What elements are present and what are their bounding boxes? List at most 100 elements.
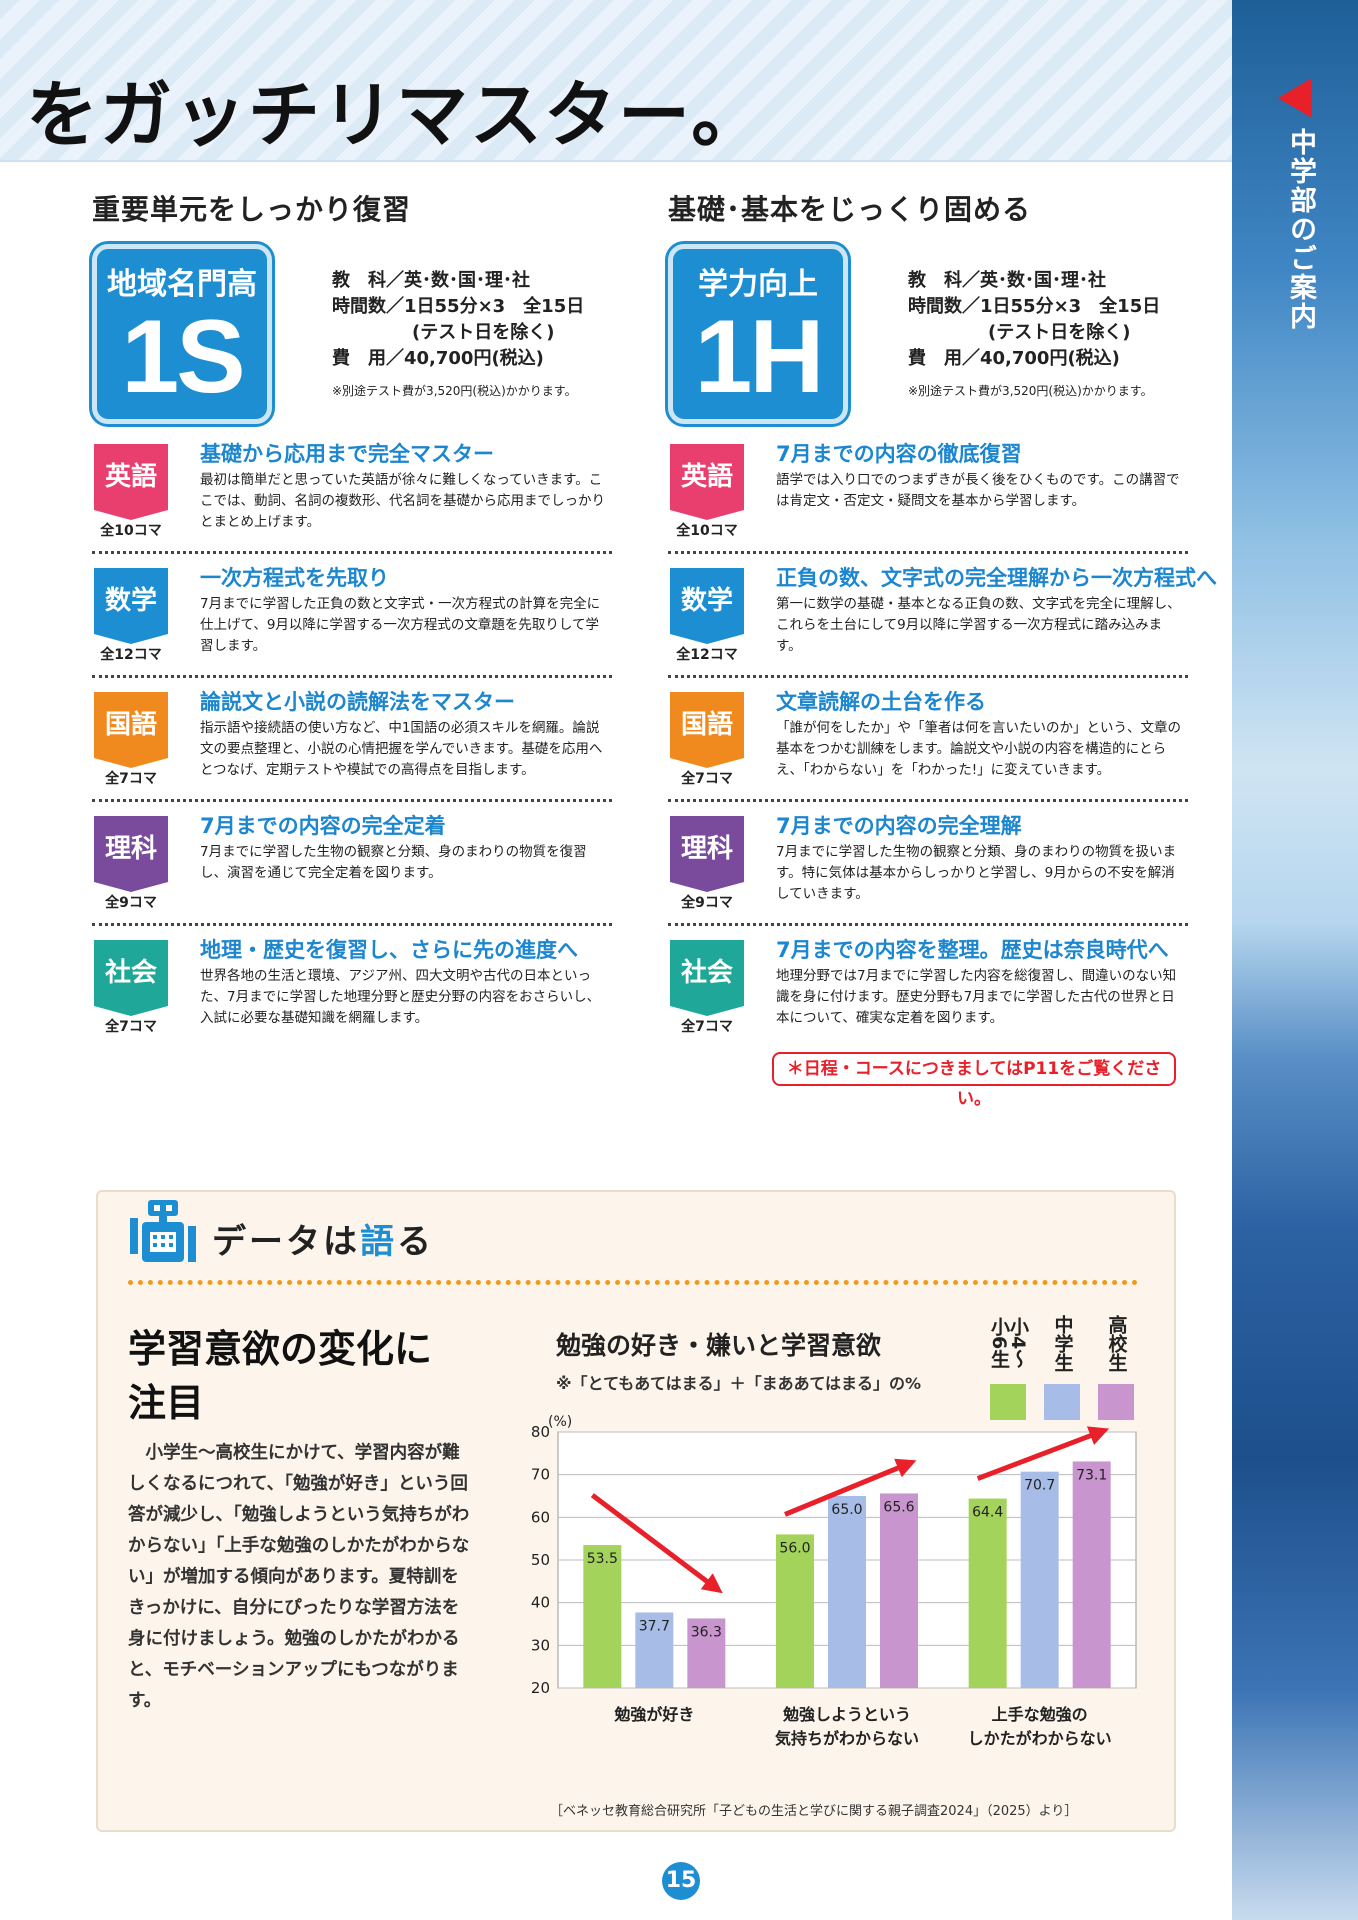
subject-tag: 英語 [670, 444, 744, 520]
bar-chart: (%) 20 30 40 50 60 70 80 53.5 37.7 36.3 勉強が好き 56.0 65… [531, 1414, 1137, 1748]
data-label: 65.0 [831, 1502, 862, 1518]
subject-koma: 全12コマ [676, 647, 738, 663]
bar [776, 1534, 814, 1688]
x-tick-label: 上手な勉強の [992, 1705, 1088, 1724]
y-tick-label: 70 [531, 1466, 550, 1484]
badge-caption: 学力向上 [698, 267, 818, 302]
data-label: 56.0 [779, 1540, 810, 1556]
subject-item: 理科 全9コマ 7月までの内容の完全理解 7月までに学習した生物の観察と分類、身… [668, 802, 1188, 926]
bar [968, 1498, 1007, 1688]
course-header: 学力向上 1H 教 科／英･数･国･理･社 時間数／1日55分×3 全15日 (… [668, 244, 1188, 430]
subject-tag: 数学 [94, 568, 168, 644]
subject-koma: 全10コマ [100, 523, 162, 539]
subject-body: 7月までに学習した正負の数と文字式・一次方程式の計算を完全に仕上げて、9月以降に… [200, 596, 601, 654]
course-column-1s: 重要単元をしっかり復習 地域名門高 1S 教 科／英･数･国･理･社 時間数／1… [92, 188, 612, 1050]
legend-label: 小4～小6生 [988, 1317, 1029, 1369]
column-heading: 基礎･基本をじっくり固める [668, 193, 1032, 226]
subject-item: 国語 全7コマ 文章読解の土台を作る 「誰が何をしたか」や「筆者は何を言いたいの… [668, 678, 1188, 802]
subject-item: 社会 全7コマ 7月までの内容を整理。歴史は奈良時代へ 地理分野では7月までに学… [668, 926, 1188, 1050]
subject-koma: 全7コマ [105, 771, 157, 787]
bar [635, 1612, 674, 1688]
subject-koma: 全7コマ [681, 771, 733, 787]
panel-divider [128, 1280, 1138, 1285]
info-note: ※別途テスト費が3,520円(税込)かかります。 [332, 384, 577, 398]
subject-body: 地理分野では7月までに学習した内容を総復習し、間違いのない知識を身に付けます。歴… [776, 968, 1177, 1026]
bar [1072, 1461, 1111, 1688]
subject-koma: 全9コマ [105, 895, 157, 911]
badge-code: 1H [694, 299, 825, 415]
subject-list: 英語 全10コマ 基礎から応用まで完全マスター 最初は簡単だと思っていた英語が徐… [92, 430, 612, 1050]
subject-body: 7月までに学習した生物の観察と分類、身のまわりの物質を扱います。特に気体は基本か… [776, 844, 1177, 902]
info-hours: 時間数／1日55分×3 全15日 [908, 296, 1161, 317]
info-fee: 費 用／40,700円(税込) [332, 348, 544, 369]
subject-title: 7月までの内容を整理。歴史は奈良時代へ [776, 938, 1169, 962]
subject-body: 最初は簡単だと思っていた英語が徐々に難しくなっていきます。ここでは、動詞、名詞の… [200, 472, 605, 530]
y-tick-label: 20 [531, 1679, 550, 1697]
bar [880, 1493, 918, 1688]
panel-title: データは語る [212, 1214, 434, 1263]
info-hours: 時間数／1日55分×3 全15日 [332, 296, 585, 317]
x-tick-label: 勉強が好き [613, 1705, 694, 1724]
info-note: ※別途テスト費が3,520円(税込)かかります。 [908, 384, 1153, 398]
course-column-1h: 基礎･基本をじっくり固める 学力向上 1H 教 科／英･数･国･理･社 時間数／… [668, 188, 1217, 1050]
subject-tag: 理科 [670, 816, 744, 892]
course-header: 地域名門高 1S 教 科／英･数･国･理･社 時間数／1日55分×3 全15日 … [92, 244, 612, 430]
legend-item-high: 高校生 [1096, 1312, 1136, 1420]
legend-swatch [1098, 1384, 1134, 1420]
legend-label: 中学生 [1051, 1314, 1074, 1372]
data-label: 64.4 [972, 1505, 1003, 1521]
bar [1020, 1471, 1059, 1688]
subject-title: 正負の数、文字式の完全理解から一次方程式へ [776, 566, 1217, 590]
panel-description: 小学生～高校生にかけて、学習内容が難しくなるにつれて、「勉強が好き」という回答が… [128, 1443, 470, 1711]
subject-tag: 数学 [670, 568, 744, 644]
subject-title: 論説文と小説の読解法をマスター [200, 690, 515, 714]
panel-title-a: データは [212, 1222, 360, 1262]
subject-koma: 全7コマ [105, 1019, 157, 1035]
top-banner: をガッチリマスター。 [0, 0, 1232, 162]
subject-tag: 社会 [670, 940, 744, 1016]
x-tick-label: 気持ちがわからない [775, 1729, 919, 1748]
subject-item: 英語 全10コマ 基礎から応用まで完全マスター 最初は簡単だと思っていた英語が徐… [92, 430, 612, 554]
bar [828, 1496, 866, 1688]
subject-koma: 全10コマ [676, 523, 738, 539]
chart-subtitle: ※「とてもあてはまる」＋「まああてはまる」の% [556, 1374, 922, 1393]
subject-item: 英語 全10コマ 7月までの内容の徹底復習 語学では入り口でのつまずきが長く後を… [668, 430, 1188, 554]
legend-label: 高校生 [1105, 1314, 1128, 1372]
bar [583, 1545, 622, 1688]
headline-line-2: 注目 [128, 1381, 205, 1425]
bar [687, 1618, 726, 1688]
robot-icon [130, 1200, 196, 1262]
chart-source: ［ベネッセ教育総合研究所「子どもの生活と学びに関する親子調査2024」（2025… [550, 1804, 1078, 1819]
subject-tag: 理科 [94, 816, 168, 892]
panel-headline: 学習意欲の変化に 注目 [128, 1322, 432, 1430]
subject-body: 語学では入り口でのつまずきが長く後をひくものです。この講習では肯定文・否定文・疑… [776, 472, 1180, 509]
subject-title: 7月までの内容の完全定着 [200, 814, 446, 838]
trend-arrow [784, 1458, 917, 1517]
y-tick-label: 50 [531, 1551, 550, 1569]
tab-arrow-icon [1278, 78, 1312, 118]
trend-arrow [590, 1493, 723, 1594]
subject-koma: 全9コマ [681, 895, 733, 911]
subject-body: 第一に数学の基礎・基本となる正負の数、文字式を完全に理解し、これらを土台にして9… [776, 596, 1181, 654]
subject-item: 社会 全7コマ 地理・歴史を復習し、さらに先の進度へ 世界各地の生活と環境、アジ… [92, 926, 612, 1050]
data-panel: データは語る 学習意欲の変化に 注目 小学生～高校生にかけて、学習内容が難しくな… [96, 1190, 1176, 1832]
subject-body: 世界各地の生活と環境、アジア州、四大文明や古代の日本といった、7月までに学習した… [200, 968, 601, 1026]
data-label: 36.3 [691, 1624, 722, 1640]
subject-title: 一次方程式を先取り [200, 566, 389, 590]
trend-arrow [976, 1426, 1110, 1481]
subject-body: 「誰が何をしたか」や「筆者は何を言いたいのか」という、文章の基本をつかむ訓練をし… [776, 720, 1181, 778]
subject-koma: 全7コマ [681, 1019, 733, 1035]
info-hours-note: (テスト日を除く) [412, 322, 555, 343]
subject-body: 7月までに学習した生物の観察と分類、身のまわりの物質を復習し、演習を通じて完全定… [200, 844, 587, 881]
info-subjects: 教 科／英･数･国･理･社 [908, 270, 1106, 291]
y-axis-unit: (%) [548, 1414, 572, 1430]
headline-line-1: 学習意欲の変化に [128, 1327, 433, 1371]
y-tick-label: 80 [531, 1423, 550, 1441]
x-tick-label: 勉強しようという [782, 1705, 911, 1724]
legend-swatch [990, 1384, 1026, 1420]
y-tick-label: 40 [531, 1594, 550, 1612]
legend-swatch [1044, 1384, 1080, 1420]
subject-title: 基礎から応用まで完全マスター [200, 442, 494, 466]
course-badge: 地域名門高 1S [92, 244, 272, 424]
subject-item: 理科 全9コマ 7月までの内容の完全定着 7月までに学習した生物の観察と分類、身… [92, 802, 612, 926]
